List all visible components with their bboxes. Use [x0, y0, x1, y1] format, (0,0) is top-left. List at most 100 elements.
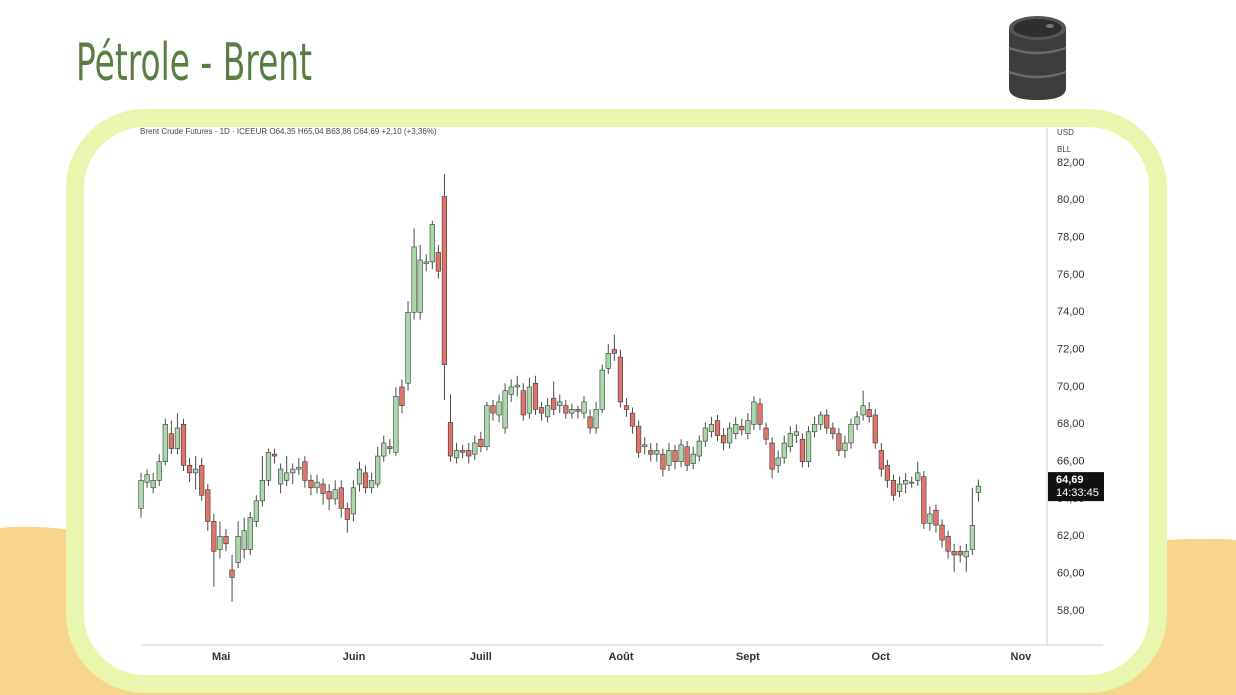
candle-body	[338, 487, 344, 509]
candle-body	[951, 550, 957, 556]
candle-body	[320, 483, 326, 494]
candle-body	[490, 405, 496, 414]
x-tick-label: Oct	[872, 651, 891, 663]
candle-body	[739, 425, 745, 431]
candle-body	[284, 472, 290, 481]
x-tick-label: Juill	[470, 651, 492, 663]
candle-body	[168, 433, 174, 449]
candle-body	[271, 453, 278, 457]
candle-body	[593, 409, 599, 429]
candle-body	[259, 480, 265, 502]
candle-body	[890, 480, 897, 496]
candle-body	[793, 431, 799, 436]
candle-body	[514, 384, 520, 388]
candle-body	[174, 427, 181, 449]
candle-body	[563, 405, 569, 414]
candle-body	[429, 224, 435, 263]
candle-body	[229, 569, 235, 578]
candle-body	[532, 382, 539, 410]
candle-body	[362, 472, 369, 489]
candle-body	[775, 457, 781, 466]
candle-body	[805, 431, 812, 462]
candle-body	[447, 422, 454, 457]
candle-body	[757, 403, 763, 425]
y-tick-label: 66,00	[1057, 456, 1085, 468]
candle-body	[581, 401, 587, 414]
candle-body	[569, 409, 575, 414]
candle-body	[963, 550, 969, 558]
chart-header: Brent Crude Futures · 1D · ICEEUR O64,35…	[140, 127, 437, 136]
x-tick-label: Sept	[736, 651, 760, 663]
unit-label: BLL	[1057, 145, 1072, 154]
y-tick-label: 82,00	[1057, 157, 1085, 169]
candle-body	[660, 453, 666, 470]
candle-body	[636, 425, 642, 453]
candle-body	[818, 414, 824, 425]
candle-body	[538, 407, 545, 414]
candle-body	[302, 461, 308, 481]
candle-body	[708, 424, 715, 433]
candle-body	[915, 472, 921, 481]
candle-body	[654, 450, 660, 455]
candle-body	[466, 450, 472, 457]
candle-body	[156, 461, 162, 481]
candle-body	[605, 353, 611, 369]
candle-body	[375, 455, 381, 485]
candle-body	[405, 311, 411, 384]
candle-body	[623, 405, 630, 410]
candle-body	[186, 465, 193, 474]
candle-body	[205, 489, 211, 522]
candle-body	[278, 468, 284, 485]
candle-body	[969, 525, 975, 550]
candle-body	[417, 259, 423, 313]
candle-body	[211, 521, 217, 552]
y-tick-label: 58,00	[1057, 605, 1085, 617]
candle-body	[199, 465, 205, 496]
candle-body	[544, 405, 551, 418]
candle-body	[253, 500, 259, 522]
candle-body	[296, 466, 302, 470]
candle-body	[854, 416, 860, 425]
candle-body	[472, 442, 478, 455]
candle-body	[745, 420, 751, 434]
x-tick-label: Août	[608, 651, 633, 663]
candle-body	[223, 536, 229, 545]
candle-body	[842, 442, 848, 451]
y-tick-label: 80,00	[1057, 194, 1085, 206]
candle-body	[727, 427, 733, 444]
candle-body	[824, 414, 830, 429]
candle-body	[144, 474, 150, 483]
candle-body	[921, 476, 927, 524]
last-price-box	[1048, 472, 1104, 502]
candle-body	[369, 480, 375, 489]
candle-body	[453, 450, 460, 459]
candle-body	[690, 453, 696, 464]
candle-body	[326, 491, 332, 500]
y-tick-label: 60,00	[1057, 568, 1085, 580]
candle-body	[575, 409, 581, 412]
candle-body	[344, 508, 350, 520]
candle-body	[684, 446, 690, 466]
candle-body	[975, 485, 982, 493]
candle-body	[878, 450, 884, 470]
candle-body	[933, 509, 939, 526]
candle-body	[848, 424, 854, 444]
slide-title: Pétrole - Brent	[76, 33, 312, 93]
candle-body	[733, 424, 739, 434]
candles	[138, 174, 982, 602]
candle-body	[356, 468, 363, 485]
candle-body	[502, 390, 508, 429]
candle-body	[393, 396, 399, 453]
candle-body	[799, 438, 806, 462]
candle-body	[872, 414, 878, 444]
candle-body	[478, 438, 484, 448]
barrel-icon	[1008, 16, 1067, 100]
candle-body	[769, 442, 775, 470]
candle-body	[150, 480, 156, 489]
candle-body	[247, 517, 253, 550]
x-tick-label: Juin	[343, 651, 366, 663]
candle-body	[896, 483, 903, 492]
candle-body	[696, 440, 702, 457]
